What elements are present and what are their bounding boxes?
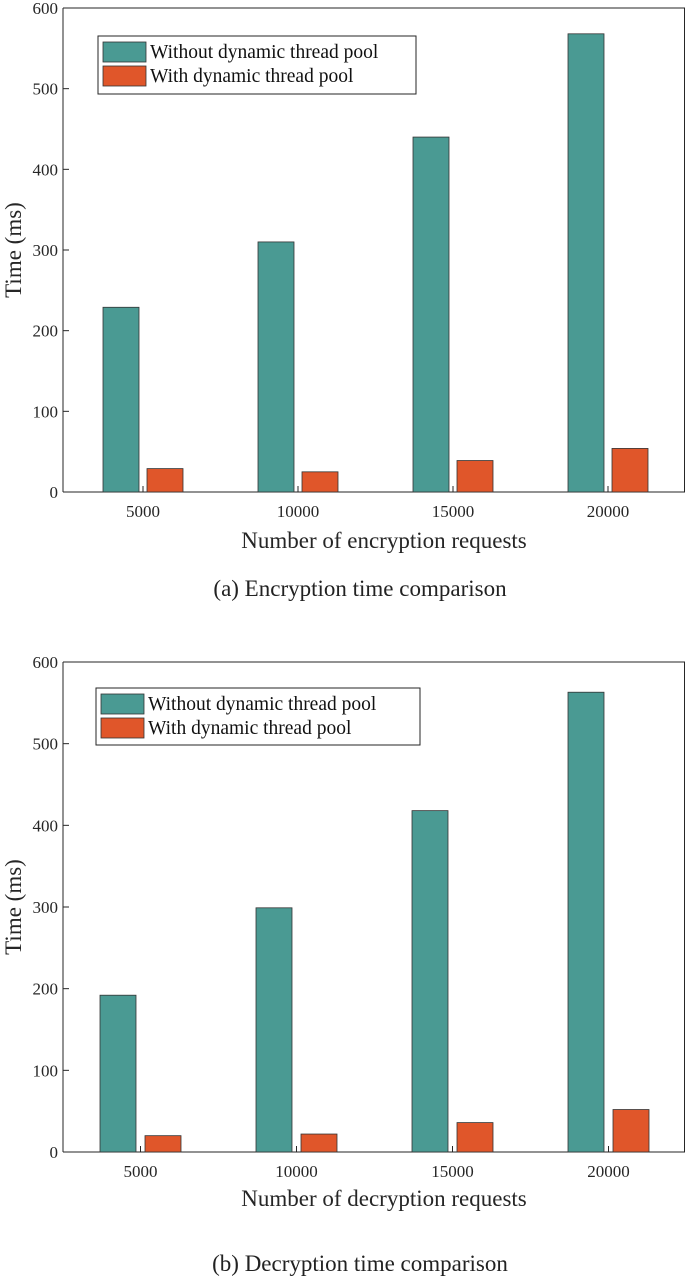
figure-caption: (b) Decryption time comparison	[212, 1251, 508, 1276]
bar-without-pool-5000	[102, 306, 140, 493]
y-tick-label: 300	[33, 898, 59, 917]
y-tick-label: 0	[50, 483, 59, 502]
legend-label: Without dynamic thread pool	[150, 42, 379, 63]
y-tick-label: 200	[33, 980, 59, 999]
legend: Without dynamic thread pool With dynamic …	[97, 35, 417, 95]
legend-box	[95, 687, 421, 746]
bar-without-pool-20000	[567, 33, 605, 493]
legend-swatch-without	[100, 693, 145, 715]
chart-encryption: 0 100 200 300 400 500 600 5000 10000 15000 20000 Ti…	[1, 0, 685, 601]
y-tick-label: 300	[33, 241, 59, 260]
bar-with-pool-15000	[456, 1122, 494, 1153]
legend-label: With dynamic thread pool	[148, 718, 352, 739]
bar-without-pool-5000	[99, 994, 137, 1153]
figure-caption: (a) Encryption time comparison	[213, 576, 507, 601]
x-tick-label: 5000	[126, 502, 160, 521]
y-tick-label: 600	[33, 653, 59, 672]
x-tick-label: 5000	[124, 1162, 158, 1181]
bar-with-pool-10000	[300, 1133, 338, 1153]
x-tick-label: 10000	[275, 1162, 318, 1181]
legend-label: With dynamic thread pool	[150, 66, 354, 87]
bar-with-pool-20000	[611, 448, 649, 493]
x-tick-label: 15000	[432, 502, 475, 521]
x-tick-label: 20000	[587, 502, 630, 521]
legend-swatch-with	[100, 717, 145, 739]
y-tick-label: 400	[33, 816, 59, 835]
y-axis-title: Time (ms)	[1, 859, 26, 955]
bar-without-pool-15000	[412, 136, 450, 493]
bar-with-pool-15000	[456, 460, 494, 493]
x-tick-label: 20000	[587, 1162, 630, 1181]
legend-swatch-without	[102, 41, 147, 63]
x-axis-title: Number of decryption requests	[241, 1186, 527, 1211]
bar-with-pool-5000	[146, 468, 184, 493]
x-tick-label: 10000	[277, 502, 320, 521]
y-tick-label: 200	[33, 322, 59, 341]
bar-without-pool-15000	[411, 810, 449, 1153]
y-tick-label: 500	[33, 735, 59, 754]
legend: Without dynamic thread pool With dynamic …	[95, 687, 421, 746]
y-tick-label: 500	[33, 80, 59, 99]
y-tick-label: 0	[50, 1143, 59, 1162]
bar-with-pool-20000	[612, 1109, 650, 1153]
x-axis-title: Number of encryption requests	[241, 528, 527, 553]
bar-with-pool-10000	[301, 471, 339, 493]
y-tick-label: 100	[33, 402, 59, 421]
legend-swatch-with	[102, 65, 147, 87]
x-tick-label: 15000	[431, 1162, 474, 1181]
chart-decryption: 0 100 200 300 400 500 600 5000 10000 15000 20000 Ti…	[1, 653, 685, 1276]
bar-without-pool-20000	[567, 691, 605, 1153]
bar-without-pool-10000	[255, 907, 293, 1153]
bar-without-pool-10000	[257, 241, 295, 493]
bar-with-pool-5000	[144, 1135, 182, 1153]
y-tick-label: 400	[33, 160, 59, 179]
legend-label: Without dynamic thread pool	[148, 694, 377, 715]
y-tick-label: 100	[33, 1061, 59, 1080]
legend-box	[97, 35, 417, 95]
y-tick-label: 600	[33, 0, 59, 18]
y-axis-title: Time (ms)	[1, 202, 26, 298]
